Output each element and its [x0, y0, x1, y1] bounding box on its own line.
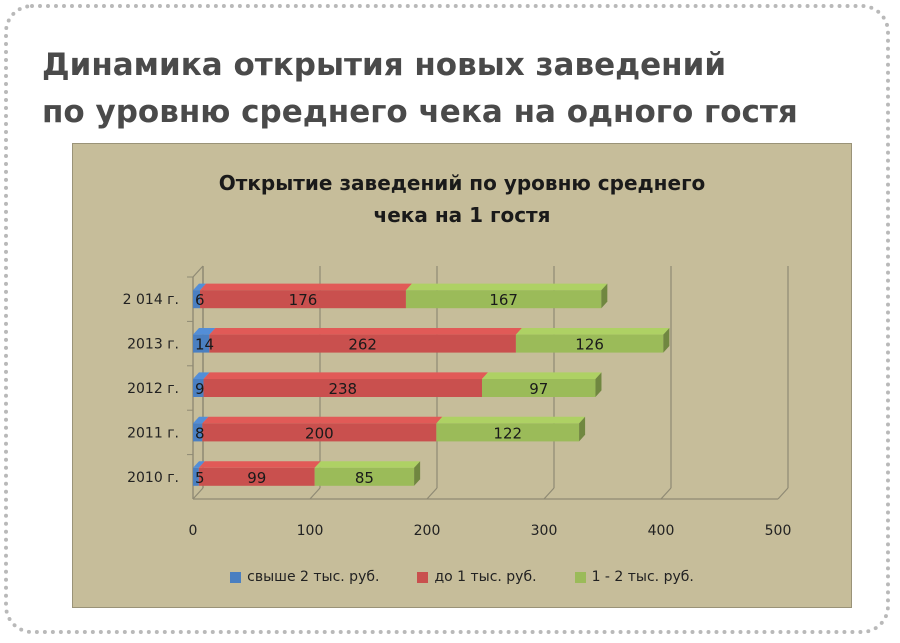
x-tick-label-100: 100: [297, 523, 324, 539]
bar-1-1: [202, 423, 437, 442]
data-label-0-4: 6: [195, 291, 205, 309]
legend-label-over-2k: свыше 2 тыс. руб.: [247, 569, 380, 585]
bar-2-1: [436, 423, 580, 442]
chart-title: Открытие заведений по уровню среднего че…: [73, 167, 851, 231]
legend-item-over-2k: свыше 2 тыс. руб.: [230, 569, 379, 585]
bar-1-4: [200, 290, 406, 309]
bar-top-1-1: [202, 416, 443, 424]
bar-top-1-0: [198, 461, 321, 468]
data-label-0-1: 8: [195, 424, 205, 442]
bar-2-3: [515, 334, 664, 353]
bar-top-0-3: [193, 328, 216, 335]
bar-1-0: [198, 467, 315, 486]
bar-1-3: [209, 334, 516, 353]
x-tick-label-200: 200: [414, 523, 441, 539]
bar-top-2-0: [314, 461, 421, 468]
y-tick-label-1: 2011 г.: [127, 425, 179, 441]
bar-2-2: [481, 379, 596, 397]
bar-top-0-1: [193, 416, 209, 424]
chart-title-line-2: чека на 1 гостя: [373, 203, 551, 227]
bar-top-1-4: [200, 283, 412, 291]
x-tick-label-300: 300: [531, 523, 558, 539]
data-label-1-3: 262: [348, 336, 377, 354]
side-wall-top-edge: [192, 265, 204, 278]
bar-top-2-2: [481, 372, 602, 379]
chart-title-line-1: Открытие заведений по уровню среднего: [218, 171, 706, 195]
data-label-1-4: 176: [289, 291, 318, 309]
y-tick-label-2: 2012 г.: [127, 381, 179, 397]
bar-1-2: [203, 379, 482, 397]
bar-0-2: [193, 379, 204, 397]
y-tick-label-0: 2010 г.: [127, 470, 179, 486]
legend-item-1k-2k: 1 - 2 тыс. руб.: [574, 569, 694, 585]
floor-gridline-0: [192, 487, 204, 500]
legend-swatch-over-2k: [230, 571, 242, 583]
data-label-2-2: 97: [529, 380, 548, 398]
x-tick-label-500: 500: [765, 523, 792, 539]
legend-swatch-under-1k: [417, 571, 429, 583]
bar-2-0: [314, 467, 415, 486]
bar-side-2: [595, 372, 602, 397]
data-label-1-0: 99: [247, 469, 266, 487]
bar-top-0-4: [193, 283, 207, 291]
bar-chart-plot: 0 100 200 300 400 500 2010 г. 5 99 85 2011 г. 8 200 1…: [123, 265, 792, 539]
floor-gridline-400: [660, 487, 672, 500]
x-tick-label-0: 0: [189, 523, 198, 539]
legend-label-1k-2k: 1 - 2 тыс. руб.: [591, 569, 694, 585]
legend-swatch-1k-2k: [574, 571, 586, 583]
dotted-frame: [4, 4, 890, 634]
bar-side-0: [414, 461, 421, 486]
bar-2-4: [405, 290, 602, 309]
legend-item-under-1k: до 1 тыс. руб.: [417, 569, 537, 585]
bar-0-3: [193, 334, 210, 353]
bar-top-0-2: [193, 372, 210, 379]
data-label-2-4: 167: [489, 291, 518, 309]
bar-side-4: [601, 283, 608, 309]
bar-top-0-0: [193, 461, 205, 468]
data-label-0-3: 14: [195, 336, 214, 354]
bar-0-1: [193, 423, 203, 442]
floor-gridline-300: [543, 487, 555, 500]
page-title-line-1: Динамика открытия новых заведений: [42, 47, 727, 83]
bar-top-2-4: [405, 283, 608, 291]
bar-top-2-3: [515, 328, 670, 335]
x-tick-label-400: 400: [648, 523, 675, 539]
bar-side-3: [663, 328, 670, 353]
legend-label-under-1k: до 1 тыс. руб.: [434, 569, 537, 585]
data-label-0-2: 9: [195, 380, 205, 398]
data-label-1-1: 200: [305, 424, 334, 442]
floor-gridline-100: [309, 487, 321, 500]
page-title-line-2: по уровню среднего чека на одного гостя: [42, 94, 798, 130]
floor-gridline-500: [777, 487, 789, 500]
bar-0-4: [193, 290, 201, 309]
y-tick-label-3: 2013 г.: [127, 337, 179, 353]
data-label-2-1: 122: [493, 424, 522, 442]
data-label-2-0: 85: [355, 469, 374, 487]
bar-top-2-1: [436, 416, 586, 424]
floor-gridline-200: [426, 487, 438, 500]
data-label-2-3: 126: [575, 336, 604, 354]
bar-top-1-2: [203, 372, 488, 379]
y-tick-label-4: 2 014 г.: [123, 292, 179, 308]
data-label-1-2: 238: [328, 380, 357, 398]
page-title: Динамика открытия новых заведений по уро…: [42, 42, 862, 136]
bar-side-1: [579, 416, 586, 442]
bar-0-0: [193, 467, 199, 486]
data-label-0-0: 5: [195, 469, 205, 487]
bar-top-1-3: [209, 328, 522, 335]
chart-legend: свыше 2 тыс. руб. до 1 тыс. руб. 1 - 2 т…: [73, 569, 851, 585]
chart-area: Открытие заведений по уровню среднего че…: [72, 143, 852, 608]
